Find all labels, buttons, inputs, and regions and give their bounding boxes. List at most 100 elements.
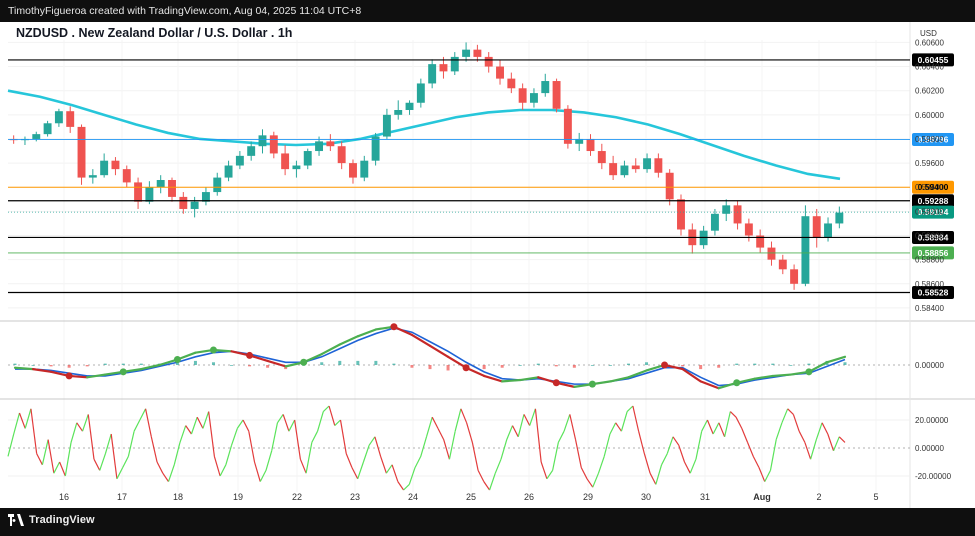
candle-body — [484, 56, 493, 67]
badge-background — [912, 132, 954, 146]
osc-line-segment — [316, 411, 324, 432]
osc-line-segment — [471, 442, 479, 471]
macd-cross-marker — [661, 361, 669, 369]
candle — [575, 132, 584, 152]
price-axis[interactable]: USD0.584000.586000.588000.590000.592000.… — [915, 29, 952, 481]
time-axis[interactable]: 16 17 18 19 22 23 24 25 26 29 30 31 Aug 2 5 — [59, 492, 879, 502]
tradingview-logo[interactable]: TradingView — [8, 514, 95, 526]
macd-histogram-bar — [771, 363, 775, 365]
osc-line-segment — [787, 408, 794, 415]
osc-line-segment — [574, 439, 582, 468]
macd-histogram-bar — [13, 363, 17, 365]
osc-line-segment — [649, 472, 657, 485]
candle — [190, 196, 199, 218]
osc-line-segment — [127, 431, 135, 457]
candle — [778, 254, 787, 275]
candle-body — [722, 205, 731, 214]
macd-histogram-bar — [572, 365, 576, 368]
macd-line-segment — [609, 376, 630, 383]
osc-line-segment — [167, 464, 175, 482]
osc-line-segment — [265, 450, 273, 471]
osc-line-segment — [259, 470, 267, 482]
candle-body — [609, 163, 618, 176]
candle-body — [654, 158, 663, 173]
osc-line-segment — [488, 473, 496, 491]
candle-body — [428, 64, 437, 84]
pane-separators — [0, 22, 975, 508]
osc-tick-label: 20.00000 — [915, 416, 949, 425]
candle-body — [145, 187, 154, 202]
candle-body — [315, 141, 324, 152]
candle — [812, 208, 821, 248]
osc-line-segment — [460, 408, 468, 424]
badge-background — [912, 180, 954, 194]
candle-body — [643, 158, 652, 170]
osc-line-segment — [483, 481, 491, 491]
osc-line-segment — [334, 419, 341, 427]
price-tick-label: 0.59200 — [915, 207, 944, 216]
price-tick-label: 0.58400 — [915, 304, 944, 313]
time-tick-label: 22 — [292, 492, 302, 502]
candle — [326, 134, 335, 152]
candle-body — [303, 151, 312, 166]
osc-line-segment — [563, 414, 571, 432]
price-tick-label: 0.59000 — [915, 232, 944, 241]
osc-line-segment — [208, 411, 215, 457]
oscillator-pane — [7, 405, 910, 491]
macd-signal-line — [15, 327, 846, 387]
macd-histogram-bar — [121, 363, 125, 365]
osc-line-segment — [620, 411, 628, 432]
grid — [8, 40, 910, 492]
candle — [201, 187, 210, 206]
osc-line-segment — [810, 439, 817, 460]
osc-line-segment — [87, 414, 95, 460]
candle-body — [710, 213, 719, 231]
osc-line-segment — [689, 458, 697, 474]
macd-histogram-bar — [139, 363, 143, 365]
candle — [371, 132, 380, 166]
macd-line-segment — [753, 374, 774, 380]
osc-line-segment — [609, 422, 617, 435]
candle — [710, 208, 719, 236]
price-line-badge: 0.59194 — [912, 205, 954, 219]
osc-line-segment — [517, 414, 525, 437]
osc-line-segment — [64, 442, 72, 477]
candle-body — [190, 201, 199, 209]
candle-body — [733, 205, 742, 224]
badge-background — [912, 230, 954, 244]
osc-line-segment — [271, 422, 279, 451]
osc-line-segment — [213, 456, 221, 477]
candle — [134, 177, 143, 209]
macd-cross-marker — [462, 364, 470, 372]
macd-line-segment — [86, 373, 107, 379]
time-tick-label: 18 — [173, 492, 183, 502]
osc-line-segment — [374, 436, 382, 457]
candle-body — [529, 93, 538, 103]
macd-cross-marker — [65, 372, 73, 380]
candle-body — [394, 110, 403, 115]
candle-body — [156, 180, 165, 188]
candle — [382, 108, 391, 139]
candle-body — [812, 216, 821, 238]
candle — [756, 229, 765, 253]
candle — [744, 218, 753, 242]
candle — [54, 108, 63, 127]
price-tick-label: 0.59800 — [915, 135, 944, 144]
candle — [100, 153, 109, 178]
candle — [292, 160, 301, 178]
macd-histogram-bar — [49, 365, 53, 367]
macd-histogram-bar — [735, 363, 739, 365]
candle — [496, 60, 504, 85]
macd-histogram-bar — [392, 363, 396, 365]
macd-histogram-bar — [789, 365, 793, 366]
osc-line-segment — [683, 461, 691, 474]
osc-line-segment — [838, 436, 846, 443]
osc-line-segment — [13, 412, 21, 435]
osc-tick-label: 0.00000 — [915, 444, 944, 453]
macd-histogram-bar — [320, 362, 324, 365]
osc-line-segment — [557, 430, 565, 443]
badge-background — [912, 194, 954, 208]
osc-line-segment — [156, 461, 164, 474]
